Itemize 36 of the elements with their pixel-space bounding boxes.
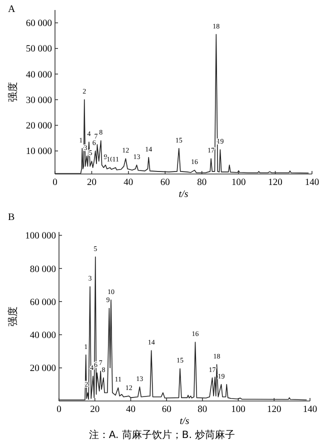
- x-tick-label: 140: [302, 405, 318, 415]
- x-tick-label: 140: [304, 178, 320, 188]
- x-tick-label: 20: [90, 405, 100, 415]
- y-axis-title: 强度: [7, 82, 19, 102]
- x-tick-label: 120: [268, 178, 283, 188]
- y-axis-title: 强度: [7, 306, 19, 326]
- text: 注：A. 苘麻子饮片；B. 炒苘麻子: [88, 429, 236, 441]
- x-tick-label: 60: [162, 405, 172, 415]
- y-tick-label: 50 000: [26, 44, 52, 55]
- y-tick-label: 60 000: [26, 19, 52, 30]
- x-tick-label: 60: [160, 178, 170, 188]
- x-tick-label: 80: [198, 405, 208, 415]
- chart-title: B: [8, 212, 15, 223]
- x-tick-label: 20: [86, 178, 97, 188]
- y-tick-label: 20 000: [30, 364, 56, 374]
- y-tick-label: 80 000: [30, 264, 56, 275]
- x-tick-label: 100: [231, 178, 246, 188]
- x-axis-title: t/s: [178, 189, 188, 200]
- x-tick-label: 100: [231, 405, 246, 415]
- x-tick-label: 40: [124, 178, 134, 188]
- chart-title: A: [8, 4, 16, 15]
- y-tick-label: 100 000: [25, 232, 56, 242]
- x-tick-label: 80: [197, 178, 207, 188]
- y-tick-label: 40 000: [30, 331, 56, 342]
- line-series: [54, 34, 309, 174]
- x-tick-label: 40: [126, 405, 136, 415]
- y-tick-label: 60 000: [30, 298, 56, 308]
- line-series: [58, 256, 307, 400]
- x-tick-label: 0: [52, 178, 58, 188]
- x-axis-title: t/s: [180, 416, 190, 427]
- y-tick-label: 30 000: [26, 96, 52, 106]
- x-tick-label: 0: [56, 405, 62, 415]
- x-tick-label: 120: [267, 405, 282, 415]
- y-tick-label: 20 000: [26, 122, 52, 132]
- y-tick-label: 40 000: [26, 70, 52, 80]
- y-tick-label: 10 000: [26, 147, 52, 158]
